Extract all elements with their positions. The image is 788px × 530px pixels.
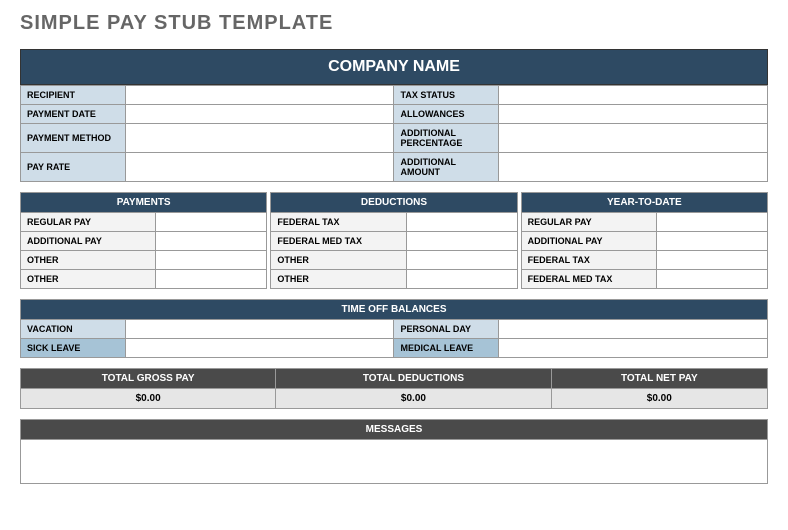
deductions-value [406, 270, 517, 289]
page-title: SIMPLE PAY STUB TEMPLATE [20, 12, 768, 35]
total-gross-value: $0.00 [21, 389, 276, 409]
deductions-value [406, 213, 517, 232]
info-left-label: PAY RATE [21, 153, 126, 182]
info-right-value [499, 124, 768, 153]
timeoff-right-label: MEDICAL LEAVE [394, 339, 499, 358]
timeoff-left-value [125, 339, 394, 358]
info-left-label: PAYMENT DATE [21, 105, 126, 124]
payments-row: ADDITIONAL PAY [21, 232, 267, 251]
ytd-label: FEDERAL MED TAX [521, 270, 656, 289]
ytd-header: YEAR-TO-DATE [521, 193, 767, 213]
messages-header: MESSAGES [21, 420, 768, 440]
payments-label: OTHER [21, 251, 156, 270]
payments-label: OTHER [21, 270, 156, 289]
payments-row: REGULAR PAY [21, 213, 267, 232]
company-name-header: COMPANY NAME [20, 49, 768, 85]
payments-row: OTHER [21, 251, 267, 270]
timeoff-right-value [499, 339, 768, 358]
payments-header: PAYMENTS [21, 193, 267, 213]
timeoff-left-value [125, 320, 394, 339]
ytd-label: FEDERAL TAX [521, 251, 656, 270]
ytd-row: FEDERAL MED TAX [521, 270, 767, 289]
total-deductions-label: TOTAL DEDUCTIONS [276, 369, 551, 389]
ytd-label: ADDITIONAL PAY [521, 232, 656, 251]
deductions-row: FEDERAL MED TAX [271, 232, 517, 251]
info-row: RECIPIENT TAX STATUS [21, 86, 768, 105]
three-column-section: PAYMENTS REGULAR PAYADDITIONAL PAYOTHERO… [20, 192, 768, 289]
ytd-row: REGULAR PAY [521, 213, 767, 232]
deductions-label: OTHER [271, 251, 406, 270]
info-right-value [499, 105, 768, 124]
deductions-row: FEDERAL TAX [271, 213, 517, 232]
total-net-value: $0.00 [551, 389, 767, 409]
payments-row: OTHER [21, 270, 267, 289]
ytd-block: YEAR-TO-DATE REGULAR PAYADDITIONAL PAYFE… [521, 192, 768, 289]
total-gross-label: TOTAL GROSS PAY [21, 369, 276, 389]
timeoff-left-label: SICK LEAVE [21, 339, 126, 358]
total-net-label: TOTAL NET PAY [551, 369, 767, 389]
timeoff-table: TIME OFF BALANCES VACATIONPERSONAL DAYSI… [20, 299, 768, 358]
info-left-label: RECIPIENT [21, 86, 126, 105]
deductions-label: FEDERAL TAX [271, 213, 406, 232]
timeoff-left-label: VACATION [21, 320, 126, 339]
info-right-label: TAX STATUS [394, 86, 499, 105]
deductions-header: DEDUCTIONS [271, 193, 517, 213]
total-deductions-value: $0.00 [276, 389, 551, 409]
deductions-label: OTHER [271, 270, 406, 289]
ytd-label: REGULAR PAY [521, 213, 656, 232]
payments-value [156, 251, 267, 270]
info-row: PAYMENT METHOD ADDITIONAL PERCENTAGE [21, 124, 768, 153]
messages-table: MESSAGES [20, 419, 768, 484]
info-left-label: PAYMENT METHOD [21, 124, 126, 153]
ytd-value [657, 270, 768, 289]
info-left-value [125, 124, 394, 153]
info-right-value [499, 153, 768, 182]
deductions-value [406, 251, 517, 270]
deductions-row: OTHER [271, 270, 517, 289]
deductions-block: DEDUCTIONS FEDERAL TAXFEDERAL MED TAXOTH… [270, 192, 517, 289]
ytd-value [657, 251, 768, 270]
info-row: PAYMENT DATE ALLOWANCES [21, 105, 768, 124]
info-right-value [499, 86, 768, 105]
payments-value [156, 213, 267, 232]
info-right-label: ALLOWANCES [394, 105, 499, 124]
info-right-label: ADDITIONAL AMOUNT [394, 153, 499, 182]
payments-value [156, 232, 267, 251]
timeoff-row: VACATION PERSONAL DAY [21, 320, 768, 339]
deductions-row: OTHER [271, 251, 517, 270]
timeoff-row: SICK LEAVE MEDICAL LEAVE [21, 339, 768, 358]
timeoff-header: TIME OFF BALANCES [21, 300, 768, 320]
deductions-label: FEDERAL MED TAX [271, 232, 406, 251]
payments-label: ADDITIONAL PAY [21, 232, 156, 251]
payments-value [156, 270, 267, 289]
timeoff-right-label: PERSONAL DAY [394, 320, 499, 339]
deductions-value [406, 232, 517, 251]
info-left-value [125, 105, 394, 124]
messages-body [21, 440, 768, 484]
info-left-value [125, 86, 394, 105]
payments-block: PAYMENTS REGULAR PAYADDITIONAL PAYOTHERO… [20, 192, 267, 289]
ytd-row: ADDITIONAL PAY [521, 232, 767, 251]
info-right-label: ADDITIONAL PERCENTAGE [394, 124, 499, 153]
info-left-value [125, 153, 394, 182]
info-table-body: RECIPIENT TAX STATUS PAYMENT DATE ALLOWANCE… [21, 86, 768, 182]
ytd-value [657, 213, 768, 232]
ytd-row: FEDERAL TAX [521, 251, 767, 270]
timeoff-right-value [499, 320, 768, 339]
totals-table: TOTAL GROSS PAY TOTAL DEDUCTIONS TOTAL N… [20, 368, 768, 409]
info-row: PAY RATE ADDITIONAL AMOUNT [21, 153, 768, 182]
ytd-value [657, 232, 768, 251]
payments-label: REGULAR PAY [21, 213, 156, 232]
info-table: RECIPIENT TAX STATUS PAYMENT DATE ALLOWANCE… [20, 85, 768, 182]
